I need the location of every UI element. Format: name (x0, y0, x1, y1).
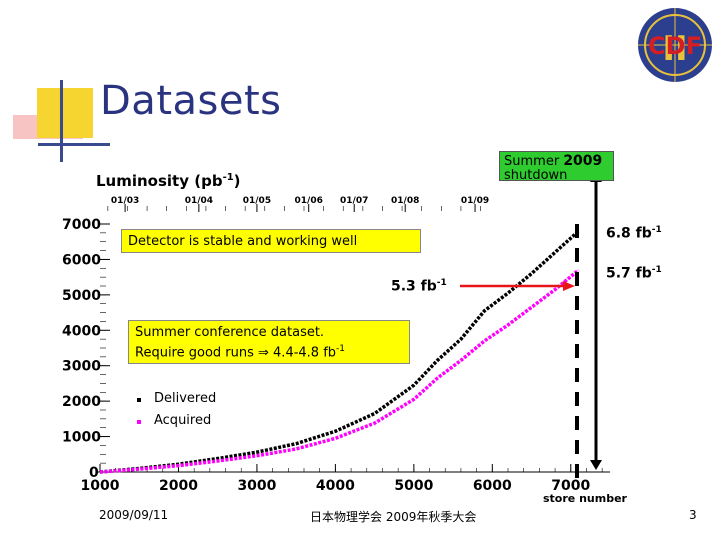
footer-date: 2009/09/11 (99, 508, 169, 522)
red-arrow-head (563, 281, 575, 291)
conference-dataset-box: Summer conference dataset. Require good … (128, 320, 410, 364)
x-tick-label: 5000 (394, 478, 433, 494)
stable-detector-box: Detector is stable and working well (121, 229, 421, 253)
y-tick-label: 2000 (62, 394, 101, 410)
x-tick-label: 2000 (159, 478, 198, 494)
legend-marker-acquired (137, 420, 141, 424)
x-tick-label: 7000 (551, 478, 590, 494)
x-tick-label: 1000 (81, 478, 120, 494)
legend-delivered: Delivered (154, 391, 217, 406)
annotation-5-7: 5.7 fb-1 (606, 265, 662, 282)
legend-marker-delivered (137, 398, 141, 402)
y-tick-label: 0 (89, 465, 99, 481)
date-tick-label: 01/03 (111, 196, 139, 206)
slide-title: Datasets (100, 78, 282, 124)
footer-center: 日本物理学会 2009年秋季大会 (310, 510, 477, 524)
date-tick-label: 01/08 (391, 196, 419, 206)
y-tick-label: 7000 (62, 217, 101, 233)
date-tick-label: 01/05 (243, 196, 271, 206)
x-tick-label: 6000 (473, 478, 512, 494)
x-tick-label: 3000 (237, 478, 276, 494)
series-line-acquired (99, 268, 580, 474)
decor-horizontal-line (38, 143, 110, 146)
x-axis-label: store number (543, 492, 627, 505)
series-line-delivered (99, 229, 580, 474)
decor-yellow-block (37, 88, 93, 138)
page-number: 3 (689, 508, 697, 522)
annotation-6-8: 6.8 fb-1 (606, 225, 662, 242)
shutdown-label-box: Summer 2009 shutdown (499, 151, 614, 183)
date-tick-label: 01/09 (461, 196, 489, 206)
annotation-5-3: 5.3 fb-1 (391, 278, 447, 295)
date-tick-label: 01/07 (340, 196, 368, 206)
logo-text: CDF (648, 32, 702, 60)
y-tick-label: 6000 (62, 252, 101, 268)
y-tick-label: 3000 (62, 359, 101, 375)
y-tick-label: 1000 (62, 430, 101, 446)
y-tick-label: 5000 (62, 288, 101, 304)
date-tick-label: 01/04 (185, 196, 213, 206)
cdf-logo: II CDF (638, 8, 712, 82)
x-tick-label: 4000 (316, 478, 355, 494)
logo-roman: II (662, 29, 687, 69)
y-tick-label: 4000 (62, 323, 101, 339)
date-tick-label: 01/06 (295, 196, 323, 206)
legend-acquired: Acquired (154, 413, 212, 428)
decor-vertical-line (60, 80, 63, 162)
y-axis-label: Luminosity (pb-1) (96, 172, 241, 190)
shutdown-arrow-head-bottom (590, 460, 602, 470)
